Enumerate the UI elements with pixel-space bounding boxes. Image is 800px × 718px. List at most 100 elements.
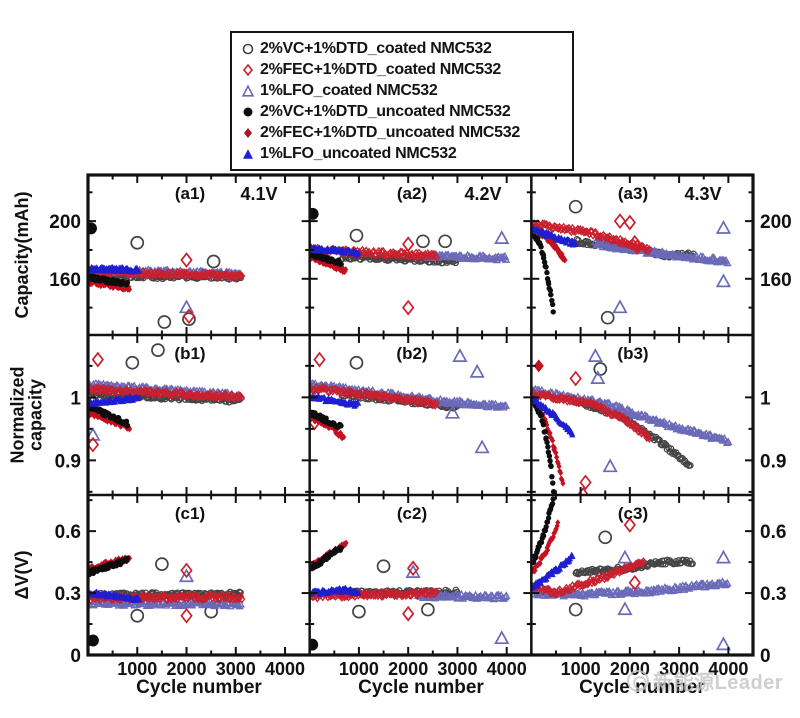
y-axis-title-capacity: Capacity(mAh) [11,191,32,319]
svg-text:2000: 2000 [388,659,428,679]
svg-text:160: 160 [760,270,792,291]
series-fec_uncoated [532,519,561,575]
legend: 2%VC+1%DTD_coated NMC532 2%FEC+1%DTD_coa… [230,31,574,171]
svg-text:3000: 3000 [659,659,699,679]
panel-c3 [532,496,732,651]
panel-a3 [532,199,732,325]
svg-text:200: 200 [760,212,792,233]
svg-text:0.3: 0.3 [55,584,81,605]
series-lfo_coated [89,568,245,610]
series-fec_coated [532,370,653,494]
triangle-filled-icon [240,147,256,161]
series-vc_uncoated [89,222,131,288]
series-vc_uncoated [310,409,344,430]
series-lfo_coated [532,348,733,473]
svg-text:3000: 3000 [216,659,256,679]
legend-label: 2%FEC+1%DTD_uncoated NMC532 [260,123,520,141]
plot-frame [86,173,755,657]
series-vc_uncoated [89,555,130,647]
panel-a1 [89,222,246,329]
series-fec_coated [310,351,440,431]
series-vc_uncoated [310,207,344,267]
diamond-open-icon [240,63,256,77]
series-lfo_uncoated [310,393,362,409]
svg-text:4000: 4000 [708,659,748,679]
svg-text:0.6: 0.6 [760,522,786,543]
panel-label-c1: (c1) [174,504,206,523]
series-lfo_uncoated [89,263,143,275]
svg-text:0.9: 0.9 [760,451,786,472]
series-vc_uncoated [532,230,556,315]
series-fec_coated [532,213,653,256]
series-vc_uncoated [532,496,556,566]
svg-text:4000: 4000 [265,659,305,679]
series-lfo_coated [591,220,732,314]
svg-text:1: 1 [760,388,771,409]
legend-item: 1%LFO_coated NMC532 [240,80,564,101]
svg-text:1000: 1000 [339,659,379,679]
series-vc_coated [568,530,696,617]
series-lfo_uncoated [532,395,576,438]
panel-label-a2: (a2) [396,184,428,203]
voltage-label-4-1: 4.1V [240,184,278,204]
series-vc_uncoated [89,402,131,429]
legend-item: 1%LFO_uncoated NMC532 [240,143,564,164]
circle-filled-icon [240,105,256,119]
voltage-label-4-3: 4.3V [684,184,722,204]
legend-item: 2%FEC+1%DTD_coated NMC532 [240,59,564,80]
series-vc_uncoated [310,545,344,651]
svg-text:4000: 4000 [487,659,527,679]
series-lfo_uncoated [89,393,143,407]
legend-item: 2%VC+1%DTD_coated NMC532 [240,38,564,59]
svg-text:0.9: 0.9 [55,451,81,472]
series-fec_coated [89,351,246,453]
svg-text:2000: 2000 [166,659,206,679]
panel-b3 [532,348,733,494]
svg-text:0.3: 0.3 [760,584,786,605]
series-lfo_uncoated [89,588,143,603]
panel-c2 [310,539,511,651]
legend-label: 2%VC+1%DTD_coated NMC532 [260,39,492,57]
series-lfo_uncoated [532,551,576,591]
triangle-open-icon [240,83,256,98]
legend-item: 2%VC+1%DTD_uncoated NMC532 [240,101,564,122]
svg-text:0: 0 [760,646,771,667]
legend-label: 2%FEC+1%DTD_coated NMC532 [260,60,502,78]
panel-label-c3: (c3) [617,504,649,523]
y-axis-title-deltav: ΔV(V) [11,550,32,600]
svg-text:160: 160 [49,270,81,291]
panel-b2 [310,348,511,454]
panel-label-b3: (b3) [617,344,649,363]
x-axis-title: Cycle number [358,677,484,698]
svg-text:1: 1 [70,388,81,409]
y-axis-title-normalized-capacity: Normalized capacity [7,366,46,464]
panel-label-a3: (a3) [617,184,649,203]
axis-tick-labels: 160 160 200 200 0.9 0.9 1 1 0 0 0.3 0.3 0.6 0.6 1000 10… [49,212,791,679]
panel-label-b1: (b1) [174,344,206,363]
legend-label: 1%LFO_uncoated NMC532 [260,144,457,162]
circle-open-icon [240,42,256,56]
panel-c1 [89,554,246,647]
legend-label: 2%VC+1%DTD_uncoated NMC532 [260,102,511,120]
diamond-filled-icon [240,126,256,140]
legend-label: 1%LFO_coated NMC532 [260,81,438,99]
svg-text:0: 0 [70,646,81,667]
svg-text:2000: 2000 [610,659,650,679]
panel-label-a1: (a1) [174,184,206,203]
svg-text:200: 200 [49,212,81,233]
panel-a2 [310,207,511,316]
svg-text:3000: 3000 [437,659,477,679]
svg-text:0.6: 0.6 [55,522,81,543]
svg-text:1000: 1000 [117,659,157,679]
x-axis-title: Cycle number [136,677,262,698]
panel-label-c2: (c2) [396,504,428,523]
panel-label-b2: (b2) [396,344,428,363]
series-lfo_uncoated [310,243,362,258]
panel-b1 [89,343,246,453]
svg-text:1000: 1000 [561,659,601,679]
x-axis-title: Cycle number [579,677,705,698]
series-lfo_coated [405,564,511,645]
series-lfo_coated [423,230,511,264]
